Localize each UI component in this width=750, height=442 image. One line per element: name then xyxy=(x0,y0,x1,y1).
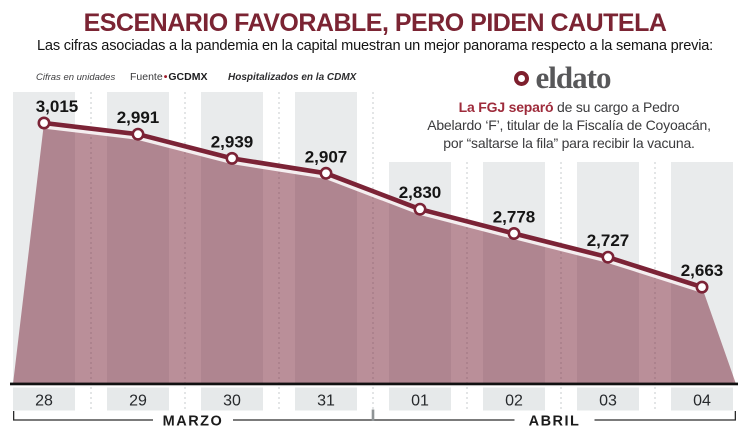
x-tick-label: 30 xyxy=(223,393,241,410)
page-title: ESCENARIO FAVORABLE, PERO PIDEN CAUTELA xyxy=(83,9,667,37)
eldato-lead: La FGJ separó xyxy=(458,99,554,115)
value-label: 2,778 xyxy=(493,208,536,227)
x-tick-band xyxy=(671,387,733,411)
x-tick-label: 04 xyxy=(693,393,711,410)
data-point-marker xyxy=(601,250,615,264)
x-tick-band xyxy=(13,387,75,411)
month-label: ABRIL xyxy=(529,414,581,430)
eldato-ring-icon xyxy=(513,70,529,86)
x-tick-band xyxy=(483,387,545,411)
area-fill xyxy=(13,123,736,384)
eldato-paragraph: La FGJ separó de su cargo a Pedro Abelar… xyxy=(388,98,750,152)
eldato-logo-text: eldato xyxy=(535,60,612,95)
value-label: 2,830 xyxy=(399,183,442,202)
source-prefix: Fuente xyxy=(130,70,163,83)
x-axis-baseline xyxy=(10,382,738,386)
series-label: Hospitalizados en la CDMX xyxy=(228,71,357,83)
data-point-marker xyxy=(37,116,51,130)
source-note: Fuente•GCDMX xyxy=(130,71,207,83)
eldato-sidebar: eldato La FGJ separó de su cargo a Pedro… xyxy=(388,56,750,162)
x-tick-band xyxy=(201,387,263,411)
value-label: 2,727 xyxy=(587,231,630,250)
month-label: MARZO xyxy=(163,414,224,430)
data-line xyxy=(41,120,705,290)
value-label: 2,907 xyxy=(305,147,348,166)
source-bullet-icon: • xyxy=(163,70,168,83)
value-label: 2,663 xyxy=(681,261,724,280)
page-subtitle: Las cifras asociadas a la pandemia en la… xyxy=(36,38,714,54)
data-point-marker xyxy=(695,280,709,294)
value-label: 2,991 xyxy=(117,108,160,127)
x-tick-label: 31 xyxy=(317,393,335,410)
data-point-marker xyxy=(131,127,145,141)
value-label: 2,939 xyxy=(211,132,254,151)
data-point-marker xyxy=(507,227,521,241)
source-name: GCDMX xyxy=(168,70,208,83)
x-tick-label: 02 xyxy=(505,393,523,410)
data-point-marker xyxy=(413,202,427,216)
data-point-marker xyxy=(319,166,333,180)
eldato-line-3: por “saltarse la fila” para recibir la v… xyxy=(443,135,695,151)
x-tick-band xyxy=(295,387,357,411)
month-divider-tick xyxy=(371,409,375,421)
x-tick-band xyxy=(389,387,451,411)
eldato-line-1-rest: de su cargo a Pedro xyxy=(553,99,680,115)
x-tick-band xyxy=(107,387,169,411)
eldato-line-2: Abelardo ‘F’, titular de la Fiscalía de … xyxy=(427,117,711,133)
value-label: 3,015 xyxy=(36,97,79,116)
data-point-marker xyxy=(225,151,239,165)
units-note: Cifras en unidades xyxy=(36,72,116,83)
x-tick-label: 03 xyxy=(599,393,617,410)
x-tick-label: 28 xyxy=(35,393,53,410)
eldato-line-1: La FGJ separó de su cargo a Pedro xyxy=(388,98,750,116)
x-tick-label: 01 xyxy=(411,393,429,410)
x-tick-label: 29 xyxy=(129,393,147,410)
x-tick-band xyxy=(577,387,639,411)
eldato-logo: eldato xyxy=(388,60,750,95)
